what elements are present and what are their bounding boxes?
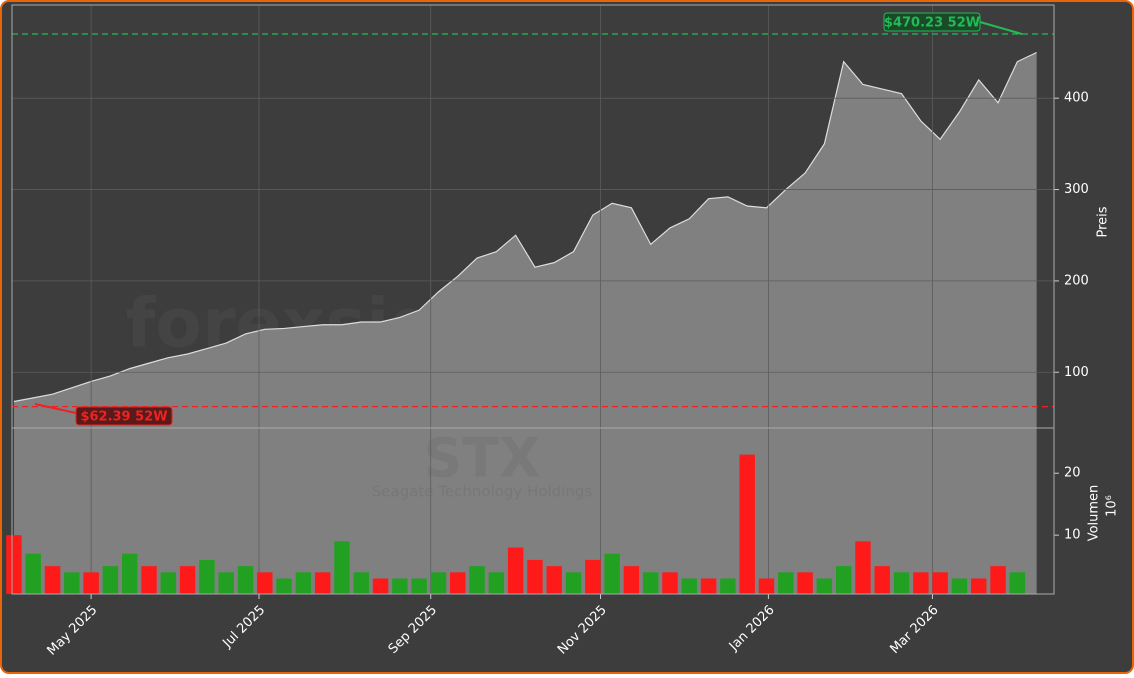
annotation: $470.23 52W (884, 16, 980, 31)
arrow (979, 21, 1023, 35)
volume-bar (83, 572, 99, 594)
volume-bar (604, 553, 620, 594)
volume-bar (430, 572, 447, 594)
volume-bar (720, 578, 736, 594)
volume-bar (797, 572, 813, 594)
label-box (75, 406, 173, 426)
volume-bar (662, 572, 678, 594)
volume-bar (585, 559, 601, 594)
volume-bar (276, 578, 292, 594)
arrow (34, 403, 77, 414)
y-tick-label: 400 (1064, 91, 1089, 106)
volume-bar (507, 547, 524, 594)
volume-bar (295, 572, 312, 594)
volume-bar (6, 535, 22, 594)
volume-bar (932, 572, 948, 594)
volume-bar (1009, 572, 1026, 594)
symbol: STX (423, 427, 540, 490)
volume-panel (11, 427, 1055, 595)
volume-bar (990, 566, 1006, 594)
volume-bar (199, 559, 215, 594)
volume-bar (469, 566, 485, 594)
volume-bar (392, 578, 408, 594)
volume-bar (835, 566, 852, 594)
y-axis-label: Volumen (1087, 485, 1102, 542)
volume-bar (874, 566, 890, 594)
volume-bar (257, 572, 273, 594)
volume-bar (353, 572, 369, 594)
subtitle: Seagate Technology Holdings (372, 483, 593, 501)
volume-bar (237, 566, 254, 594)
y-tick-label: 100 (1064, 365, 1089, 380)
volume-bar (218, 572, 234, 594)
y-tick-label: 300 (1064, 182, 1089, 197)
volume-bar (450, 572, 466, 594)
volume-bar (758, 578, 775, 594)
y-axis-unit: 10⁶ (1105, 495, 1120, 517)
volume-bar (893, 572, 910, 594)
y-tick-label: 200 (1064, 273, 1089, 288)
volume-bar (102, 566, 119, 594)
volume-bar (64, 572, 80, 594)
volume-bar (372, 578, 389, 594)
volume-bar (778, 572, 794, 594)
volume-bar (951, 578, 968, 594)
volume-bar (565, 572, 582, 594)
volume-bar (314, 572, 331, 594)
annotation: $62.39 52W (80, 410, 167, 425)
volume-bar (700, 578, 717, 594)
price-base (13, 52, 1037, 594)
volume-bar (623, 566, 640, 594)
volume-bar (739, 454, 755, 594)
price-line (13, 51, 1037, 403)
volume-bar (179, 566, 196, 594)
volume-bar (855, 541, 871, 594)
volume-bar (546, 566, 562, 594)
volume-bar (913, 572, 929, 594)
volume-bar (488, 572, 505, 594)
y-tick-label: 20 (1064, 466, 1081, 481)
volume-bar (160, 572, 177, 594)
volume-bar (141, 566, 157, 594)
label-box (883, 12, 981, 32)
volume-bar (816, 578, 833, 594)
volume-bar (121, 553, 138, 594)
volume-bar (25, 553, 41, 594)
y-axis-label: Preis (1096, 206, 1111, 237)
volume-bar (527, 559, 543, 594)
volume-bar (411, 578, 427, 594)
volume-bar (642, 572, 659, 594)
volume-bar (681, 578, 698, 594)
volume-bar (334, 541, 350, 594)
y-tick-label: 10 (1064, 528, 1081, 543)
volume-bar (971, 578, 987, 594)
volume-bar (44, 566, 61, 594)
